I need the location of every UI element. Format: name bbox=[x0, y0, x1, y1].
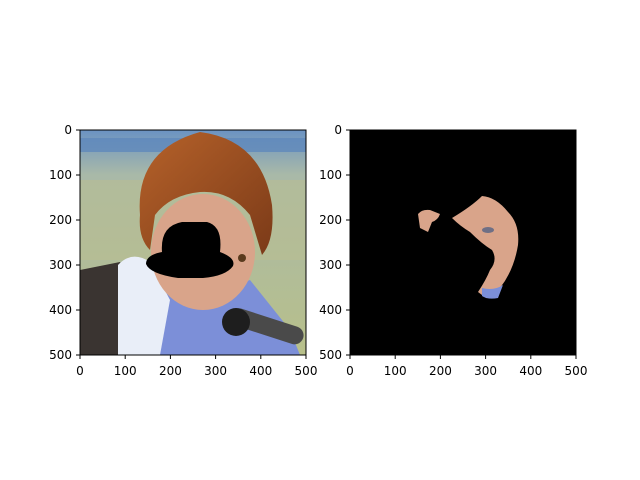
original-photo bbox=[80, 130, 306, 355]
segmented-y-tick: 300 bbox=[319, 258, 342, 272]
segmented-x-tick: 500 bbox=[565, 364, 588, 378]
original-y-tick: 300 bbox=[49, 258, 72, 272]
segmented-x-axis: 0 100 200 300 400 500 bbox=[346, 355, 587, 378]
segmented-image bbox=[350, 130, 576, 355]
original-y-tick: 0 bbox=[64, 123, 72, 137]
original-image-panel: 0 100 200 300 400 500 0 100 200 300 400 … bbox=[49, 123, 317, 378]
segmented-y-tick: 500 bbox=[319, 348, 342, 362]
original-x-tick: 300 bbox=[204, 364, 227, 378]
original-x-tick: 500 bbox=[295, 364, 318, 378]
segmented-y-tick: 0 bbox=[334, 123, 342, 137]
original-y-tick: 100 bbox=[49, 168, 72, 182]
original-y-axis: 0 100 200 300 400 500 bbox=[49, 123, 80, 362]
segmented-x-tick: 0 bbox=[346, 364, 354, 378]
original-x-tick: 200 bbox=[159, 364, 182, 378]
skin-patch-left bbox=[418, 209, 440, 232]
original-y-tick: 200 bbox=[49, 213, 72, 227]
eye-detail bbox=[482, 227, 494, 233]
segmented-x-tick: 100 bbox=[384, 364, 407, 378]
segmented-y-tick: 200 bbox=[319, 213, 342, 227]
original-y-tick: 400 bbox=[49, 303, 72, 317]
original-x-tick: 400 bbox=[249, 364, 272, 378]
original-x-axis: 0 100 200 300 400 500 bbox=[76, 355, 317, 378]
segmented-x-tick: 300 bbox=[474, 364, 497, 378]
skin-patch-right bbox=[452, 196, 519, 299]
sweater-sliver bbox=[482, 285, 503, 299]
segmented-y-axis: 0 100 200 300 400 500 bbox=[319, 123, 350, 362]
segmented-x-tick: 400 bbox=[519, 364, 542, 378]
segmented-y-tick: 100 bbox=[319, 168, 342, 182]
segmented-face-panel: 0 100 200 300 400 500 0 100 200 300 400 … bbox=[319, 123, 587, 378]
original-x-tick: 100 bbox=[114, 364, 137, 378]
original-y-tick: 500 bbox=[49, 348, 72, 362]
segmented-x-tick: 200 bbox=[429, 364, 452, 378]
original-x-tick: 0 bbox=[76, 364, 84, 378]
original-image-frame bbox=[79, 129, 307, 356]
segmented-image-frame bbox=[349, 129, 577, 356]
segmented-y-tick: 400 bbox=[319, 303, 342, 317]
